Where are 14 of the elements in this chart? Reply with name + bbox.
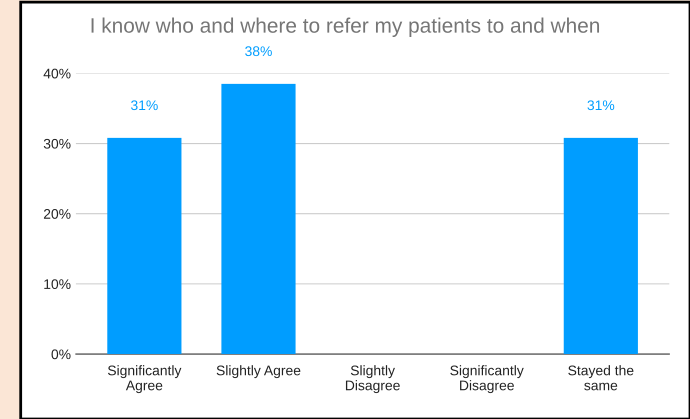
y-tick-label: 0% <box>52 349 71 360</box>
x-tick-label: Slightly Disagree <box>346 365 400 394</box>
y-tick-label: 20% <box>44 209 71 219</box>
x-tick-label: Significantly Disagree <box>450 365 524 394</box>
x-tick-label: Stayed the same <box>568 365 634 390</box>
y-tick-label: 10% <box>44 279 71 290</box>
y-tick-label: 30% <box>44 138 71 149</box>
x-tick-label: Significantly Agree <box>108 365 182 394</box>
data-label: 31% <box>587 100 614 110</box>
data-label: 31% <box>131 100 158 110</box>
chart-title: I know who and where to refer my patients to and when <box>92 18 600 37</box>
x-tick-label: Slightly Agree <box>216 365 300 378</box>
y-tick-label: 40% <box>44 68 71 78</box>
data-label: 38% <box>245 46 272 56</box>
